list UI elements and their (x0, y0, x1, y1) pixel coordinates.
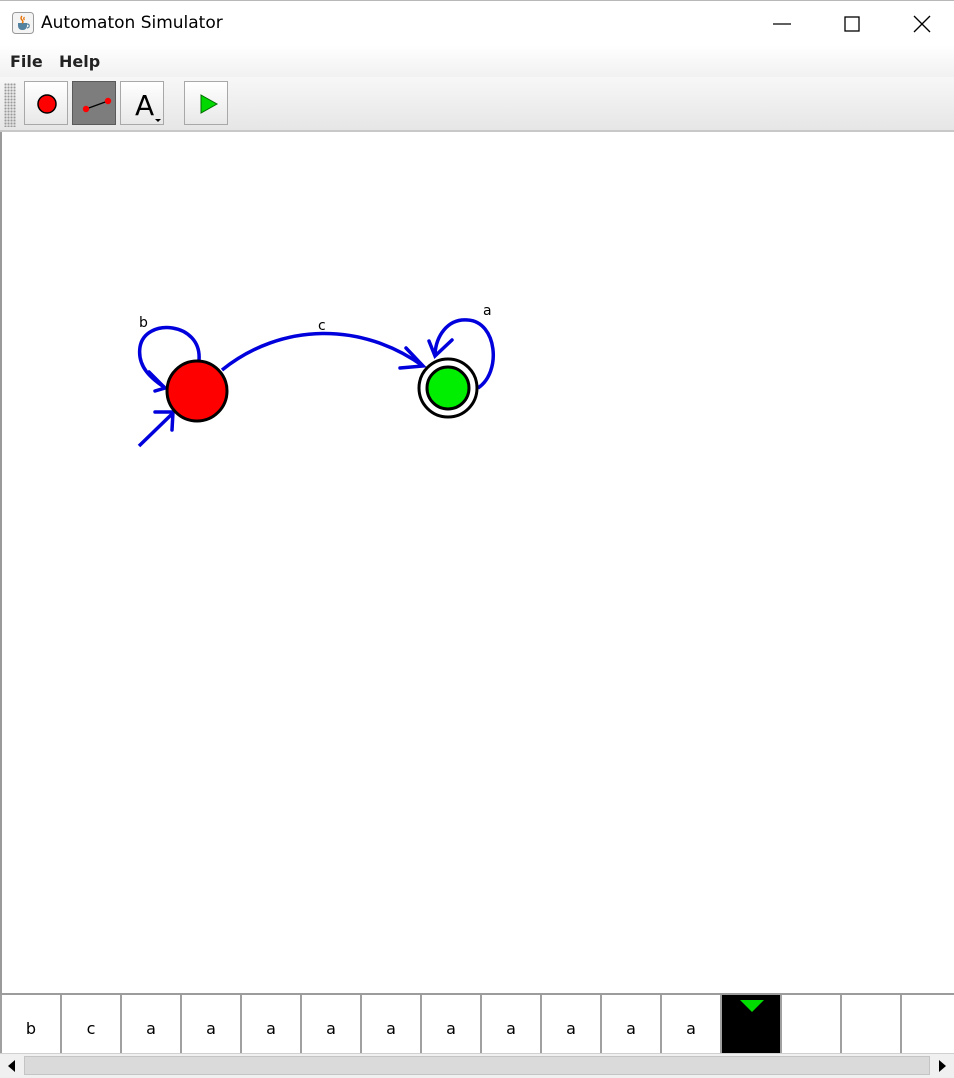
run-button[interactable] (184, 81, 228, 125)
toolbar-grip[interactable] (4, 83, 16, 127)
minimize-button[interactable] (747, 1, 817, 46)
tape-cell[interactable]: a (180, 995, 240, 1053)
tape-cell[interactable]: a (540, 995, 600, 1053)
text-tool-button[interactable]: A (120, 81, 164, 125)
svg-text:A: A (135, 89, 154, 122)
red-circle-icon (37, 94, 57, 114)
tape-symbol: a (506, 1019, 516, 1038)
toolbar: A (0, 77, 954, 132)
tape-cell[interactable] (900, 995, 954, 1053)
add-state-button[interactable] (24, 81, 68, 125)
transition-q0-q1[interactable] (220, 331, 427, 372)
transition-q0-loop[interactable] (137, 325, 201, 393)
automaton-canvas[interactable]: b c a (0, 132, 954, 993)
close-icon (913, 15, 931, 33)
tape-cell[interactable] (840, 995, 900, 1053)
tape-head-cell[interactable] (720, 995, 780, 1053)
tape-cell[interactable]: a (300, 995, 360, 1053)
tape-cell[interactable]: a (120, 995, 180, 1053)
tape-cell[interactable]: a (600, 995, 660, 1053)
tape-symbol: a (266, 1019, 276, 1038)
tape-cell[interactable]: c (60, 995, 120, 1053)
input-tape: b c a a a a a a a a a a (0, 993, 954, 1053)
tape-symbol: a (626, 1019, 636, 1038)
scroll-left-button[interactable] (1, 1055, 23, 1077)
transition-label-a: a (483, 303, 492, 319)
scrollbar-thumb[interactable] (24, 1056, 930, 1075)
transition-label-b: b (139, 315, 148, 331)
arrow-right-icon (939, 1060, 946, 1072)
tape-symbol: a (326, 1019, 336, 1038)
menu-help[interactable]: Help (59, 52, 101, 71)
maximize-button[interactable] (817, 1, 887, 46)
maximize-icon (844, 16, 860, 32)
tape-cell[interactable]: b (0, 995, 60, 1053)
tape-symbol: a (206, 1019, 216, 1038)
automaton-diagram: b c a (137, 303, 495, 448)
java-cup-icon (12, 12, 34, 34)
tape-symbol: a (146, 1019, 156, 1038)
scroll-right-button[interactable] (931, 1055, 953, 1077)
play-icon (200, 94, 219, 114)
state-q1[interactable] (417, 357, 479, 419)
tape-cell[interactable]: a (480, 995, 540, 1053)
tape-cell[interactable]: a (240, 995, 300, 1053)
minimize-icon (773, 23, 791, 25)
tape-head-marker-icon (740, 1000, 764, 1012)
add-transition-button[interactable] (72, 81, 116, 125)
tape-symbol: a (686, 1019, 696, 1038)
transition-q1-loop[interactable] (427, 318, 495, 390)
close-button[interactable] (887, 1, 954, 46)
transition-line-icon (82, 97, 112, 113)
state-q0[interactable] (165, 359, 229, 423)
tape-symbol: a (386, 1019, 396, 1038)
menu-file[interactable]: File (10, 52, 43, 71)
window-title: Automaton Simulator (41, 13, 223, 33)
title-bar: Automaton Simulator (0, 0, 954, 45)
tape-cell[interactable]: a (420, 995, 480, 1053)
arrow-left-icon (8, 1060, 15, 1072)
horizontal-scrollbar[interactable] (0, 1053, 954, 1078)
tape-cell[interactable]: a (660, 995, 720, 1053)
tape-symbol: a (566, 1019, 576, 1038)
tape-symbol: c (86, 1019, 96, 1038)
tape-cell[interactable]: a (360, 995, 420, 1053)
tape-cell[interactable] (780, 995, 840, 1053)
transition-label-c: c (318, 318, 326, 334)
initial-state-arrow (137, 410, 175, 448)
menu-bar: File Help (0, 45, 954, 77)
tape-symbol: a (446, 1019, 456, 1038)
tape-symbol: b (25, 1019, 37, 1038)
letter-a-icon: A (135, 89, 161, 122)
